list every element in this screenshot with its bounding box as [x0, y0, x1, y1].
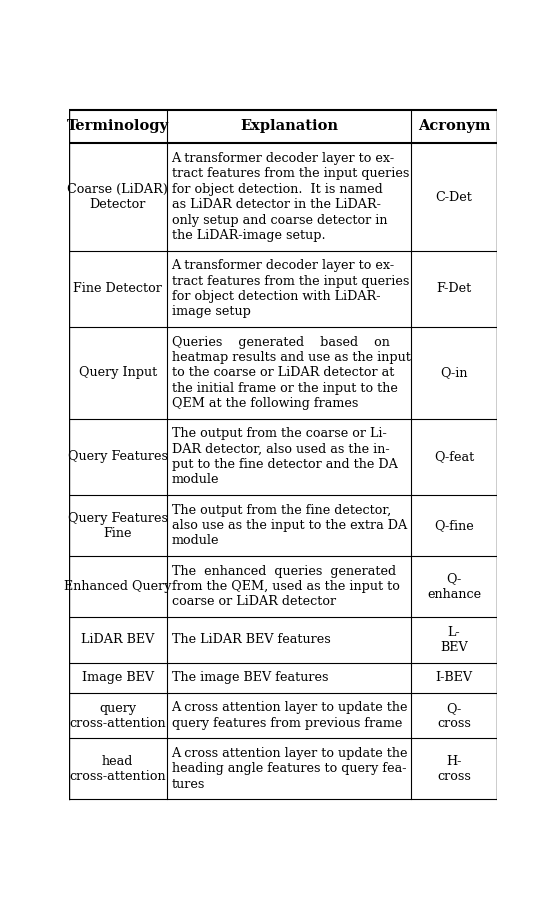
- Text: tract features from the input queries: tract features from the input queries: [172, 167, 409, 180]
- Text: Query Features: Query Features: [68, 450, 168, 464]
- Text: to the coarse or LiDAR detector at: to the coarse or LiDAR detector at: [172, 366, 394, 379]
- Text: heading angle features to query fea-: heading angle features to query fea-: [172, 762, 406, 776]
- Text: Enhanced Query: Enhanced Query: [64, 580, 172, 593]
- Text: The image BEV features: The image BEV features: [172, 671, 328, 684]
- Text: DAR detector, also used as the in-: DAR detector, also used as the in-: [172, 443, 389, 455]
- Text: heatmap results and use as the input: heatmap results and use as the input: [172, 351, 411, 364]
- Text: Fine Detector: Fine Detector: [73, 283, 162, 295]
- Text: coarse or LiDAR detector: coarse or LiDAR detector: [172, 596, 336, 608]
- Text: Acronym: Acronym: [418, 120, 490, 133]
- Text: Explanation: Explanation: [240, 120, 338, 133]
- Text: Terminology: Terminology: [67, 120, 169, 133]
- Text: Q-in: Q-in: [440, 366, 468, 379]
- Text: A cross attention layer to update the: A cross attention layer to update the: [172, 747, 408, 760]
- Text: Q-feat: Q-feat: [434, 450, 474, 464]
- Text: F-Det: F-Det: [437, 283, 471, 295]
- Text: Coarse (LiDAR)
Detector: Coarse (LiDAR) Detector: [67, 183, 168, 211]
- Text: A transformer decoder layer to ex-: A transformer decoder layer to ex-: [172, 152, 395, 165]
- Text: A cross attention layer to update the: A cross attention layer to update the: [172, 701, 408, 715]
- Text: image setup: image setup: [172, 305, 251, 319]
- Text: Image BEV: Image BEV: [82, 671, 154, 684]
- Text: query
cross-attention: query cross-attention: [70, 702, 166, 730]
- Text: head
cross-attention: head cross-attention: [70, 755, 166, 783]
- Text: for object detection.  It is named: for object detection. It is named: [172, 183, 383, 196]
- Text: tract features from the input queries: tract features from the input queries: [172, 274, 409, 288]
- Text: module: module: [172, 473, 219, 487]
- Text: from the QEM, used as the input to: from the QEM, used as the input to: [172, 580, 400, 593]
- Text: Query Features
Fine: Query Features Fine: [68, 511, 168, 540]
- Text: Query Input: Query Input: [78, 366, 157, 379]
- Text: L-
BEV: L- BEV: [440, 626, 468, 654]
- Text: as LiDAR detector in the LiDAR-: as LiDAR detector in the LiDAR-: [172, 198, 380, 212]
- Text: only setup and coarse detector in: only setup and coarse detector in: [172, 213, 387, 227]
- Text: module: module: [172, 535, 219, 547]
- Text: Q-
cross: Q- cross: [437, 702, 471, 730]
- Text: put to the fine detector and the DA: put to the fine detector and the DA: [172, 458, 397, 471]
- Text: C-Det: C-Det: [436, 191, 473, 203]
- Text: also use as the input to the extra DA: also use as the input to the extra DA: [172, 519, 407, 532]
- Text: Queries    generated    based    on: Queries generated based on: [172, 336, 390, 348]
- Text: A transformer decoder layer to ex-: A transformer decoder layer to ex-: [172, 259, 395, 272]
- Text: The output from the fine detector,: The output from the fine detector,: [172, 504, 391, 517]
- Text: H-
cross: H- cross: [437, 755, 471, 783]
- Text: tures: tures: [172, 778, 205, 791]
- Text: The output from the coarse or Li-: The output from the coarse or Li-: [172, 428, 386, 440]
- Text: the initial frame or the input to the: the initial frame or the input to the: [172, 382, 397, 395]
- Text: the LiDAR-image setup.: the LiDAR-image setup.: [172, 229, 325, 242]
- Text: query features from previous frame: query features from previous frame: [172, 717, 402, 730]
- Text: Q-fine: Q-fine: [434, 519, 474, 532]
- Text: LiDAR BEV: LiDAR BEV: [81, 634, 155, 646]
- Text: for object detection with LiDAR-: for object detection with LiDAR-: [172, 290, 380, 303]
- Text: Q-
enhance: Q- enhance: [427, 572, 481, 600]
- Text: The LiDAR BEV features: The LiDAR BEV features: [172, 634, 330, 646]
- Text: QEM at the following frames: QEM at the following frames: [172, 397, 358, 410]
- Text: The  enhanced  queries  generated: The enhanced queries generated: [172, 564, 396, 578]
- Text: I-BEV: I-BEV: [436, 671, 473, 684]
